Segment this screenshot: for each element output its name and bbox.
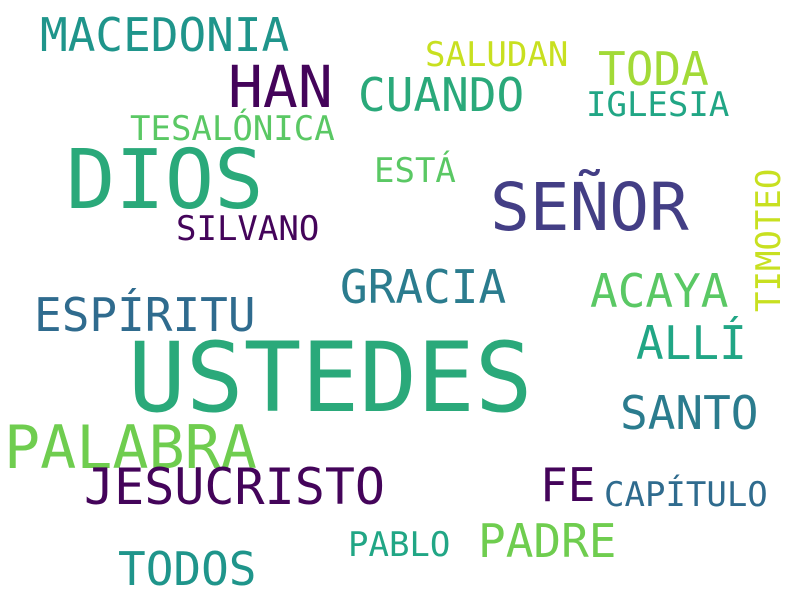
word-iglesia: IGLESIA (586, 85, 730, 125)
word-timoteo: TIMOTEO (749, 168, 789, 312)
word-silvano: SILVANO (176, 209, 320, 249)
word-toda: TODA (598, 42, 709, 96)
word-tesalonica: TESALÓNICA (130, 109, 335, 149)
word-han: HAN (228, 53, 333, 121)
word-senor: SEÑOR (490, 169, 689, 246)
word-pablo: PABLO (348, 525, 451, 565)
word-capitulo: CAPÍTULO (604, 475, 768, 515)
word-fe: FE (540, 458, 596, 512)
word-palabra: PALABRA (4, 413, 257, 483)
word-macedonia: MACEDONIA (40, 8, 290, 62)
word-alli: ALLÍ (636, 316, 747, 370)
word-acaya: ACAYA (590, 264, 729, 318)
word-jesucristo: JESUCRISTO (84, 458, 386, 516)
word-espiritu: ESPÍRITU (34, 288, 256, 342)
word-saludan: SALUDAN (425, 35, 569, 75)
word-dios: DIOS (66, 133, 264, 228)
word-santo: SANTO (620, 386, 759, 440)
word-padre: PADRE (478, 514, 617, 568)
word-esta: ESTÁ (374, 151, 456, 191)
word-gracia: GRACIA (340, 260, 507, 314)
word-ustedes: USTEDES (128, 322, 533, 434)
word-todos: TODOS (118, 542, 257, 596)
word-cuando: CUANDO (358, 68, 525, 122)
